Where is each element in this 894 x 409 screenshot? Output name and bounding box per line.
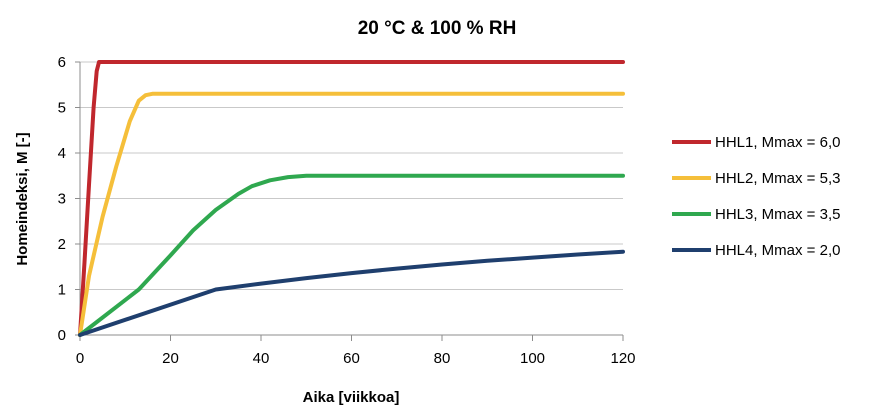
series-line-4 bbox=[78, 249, 625, 337]
x-tick-label: 0 bbox=[76, 350, 84, 367]
y-tick-label: 0 bbox=[58, 327, 66, 344]
series-lines bbox=[78, 60, 625, 337]
chart-title: 20 °C & 100 % RH bbox=[358, 18, 517, 39]
x-tick-label: 80 bbox=[434, 350, 451, 367]
legend-label-1: HHL1, Mmax = 6,0 bbox=[715, 134, 840, 151]
axes bbox=[75, 61, 624, 341]
y-tick-label: 1 bbox=[58, 282, 66, 299]
series-line-2 bbox=[78, 91, 625, 337]
y-tick-label: 3 bbox=[58, 191, 66, 208]
x-tick-label: 20 bbox=[162, 350, 179, 367]
x-tick-label: 60 bbox=[343, 350, 360, 367]
x-axis-label: Aika [viikkoa] bbox=[303, 389, 400, 406]
y-tick-label: 4 bbox=[58, 145, 66, 162]
y-tick-label: 6 bbox=[58, 54, 66, 71]
x-tick-label: 100 bbox=[520, 350, 545, 367]
y-tick-label: 2 bbox=[58, 236, 66, 253]
y-axis-label: Homeindeksi, M [-] bbox=[14, 132, 31, 265]
series-line-3 bbox=[78, 173, 625, 337]
legend: HHL1, Mmax = 6,0 HHL2, Mmax = 5,3 HHL3, Mm… bbox=[672, 134, 840, 259]
x-tick-label: 40 bbox=[253, 350, 270, 367]
y-tick-label: 5 bbox=[58, 100, 66, 117]
legend-label-2: HHL2, Mmax = 5,3 bbox=[715, 170, 840, 187]
legend-label-3: HHL3, Mmax = 3,5 bbox=[715, 206, 840, 223]
legend-label-4: HHL4, Mmax = 2,0 bbox=[715, 242, 840, 259]
x-tick-label: 120 bbox=[610, 350, 635, 367]
series-line-1 bbox=[78, 60, 625, 337]
